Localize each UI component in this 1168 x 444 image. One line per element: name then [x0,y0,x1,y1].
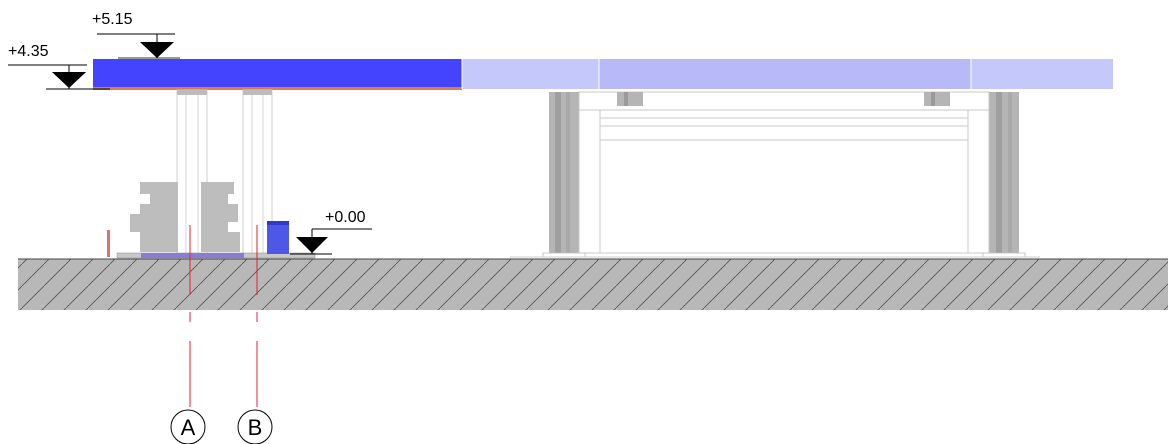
shelter-column-left [549,92,579,254]
grid-label-b: B [248,415,263,440]
grid-bubble-a: A [170,409,206,444]
level-label-canopy-underside: +4.35 [8,43,49,60]
marker-post [107,230,110,257]
shelter-structure [510,91,1040,258]
fuel-dispenser [130,182,240,252]
grid-label-a: A [181,415,196,440]
canopy-roof [93,57,1113,90]
level-label-roof-top: +5.15 [92,11,133,28]
level-marker-ground: +0.00 [290,209,372,255]
roof-solid-section [93,59,462,89]
shelter-column-right [989,92,1019,254]
level-label-ground: +0.00 [325,209,366,226]
ground-section [18,258,1168,310]
island-base [116,252,316,259]
grid-bubble-b: B [237,409,273,444]
waste-bin [267,221,289,254]
level-marker-canopy-underside: +4.35 [8,43,110,90]
level-marker-roof-top: +5.15 [92,11,175,58]
roof-edge-strip [93,87,462,90]
